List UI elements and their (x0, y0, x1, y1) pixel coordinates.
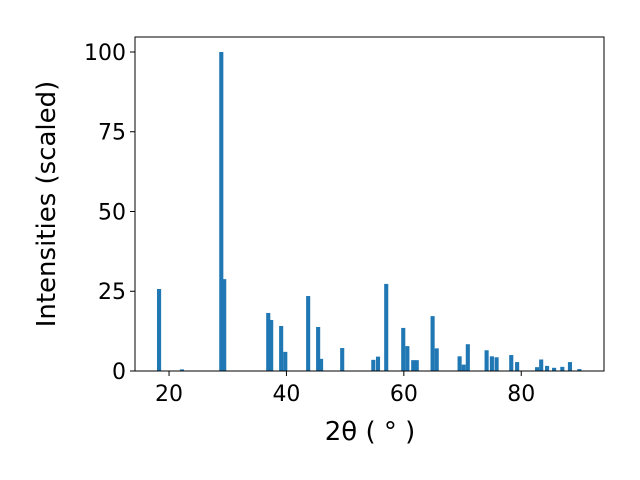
bar (371, 359, 376, 371)
bar (457, 356, 462, 371)
bar (411, 360, 416, 371)
y-tick-label: 75 (98, 121, 126, 146)
bar (414, 360, 419, 371)
bar (401, 327, 406, 371)
bar (306, 296, 311, 371)
x-tick-label: 20 (155, 382, 183, 407)
bar (545, 365, 550, 371)
x-tick-label: 60 (390, 382, 418, 407)
bar (552, 367, 557, 371)
bar (539, 359, 544, 371)
plot-frame (134, 36, 605, 372)
y-tick-label: 100 (84, 41, 126, 66)
bar (430, 316, 435, 371)
bar (515, 362, 520, 371)
bar (316, 326, 321, 371)
bar (179, 369, 185, 371)
bar (266, 312, 271, 371)
bar (465, 344, 470, 371)
bar (535, 367, 540, 371)
bar (434, 348, 439, 371)
bar (384, 283, 389, 371)
y-tick-label: 25 (98, 280, 126, 305)
bar (560, 366, 565, 371)
bar (219, 51, 224, 371)
bar (567, 362, 573, 371)
bar (577, 369, 582, 371)
bar (375, 356, 381, 371)
bar (279, 326, 284, 371)
bar (494, 357, 499, 371)
x-tick-label: 80 (507, 382, 535, 407)
bar (484, 350, 489, 371)
y-tick-label: 0 (112, 360, 126, 385)
y-tick-label: 50 (98, 200, 126, 225)
bar (509, 355, 514, 371)
bar (222, 279, 227, 371)
x-tick-label: 40 (272, 382, 300, 407)
y-axis-label: Intensities (scaled) (32, 81, 62, 328)
bar (405, 346, 410, 371)
bar (319, 358, 324, 371)
bar (157, 289, 162, 371)
bar (269, 319, 274, 371)
bar (283, 351, 288, 371)
bar (461, 364, 466, 371)
bar (340, 348, 345, 371)
x-axis-label: 2θ ( ° ) (325, 417, 416, 447)
bar (489, 356, 494, 371)
